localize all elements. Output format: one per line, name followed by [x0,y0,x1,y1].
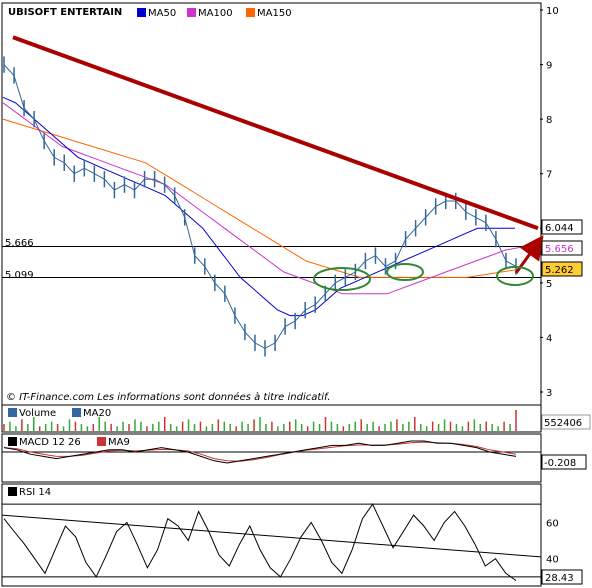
volume-panel: Volume MA20 552406 [1,404,591,433]
value-box-6044 [541,219,583,235]
price-y-tick-label: 4 [546,333,552,344]
legend-ma50-swatch [137,8,146,17]
price-y-tick-label: 7 [546,170,552,181]
price-y-tick-label: 8 [546,115,552,126]
legend-ma150: MA150 [257,8,292,19]
legend-rsi-swatch [8,487,17,496]
rsi-trendline [1,514,542,558]
value-box-6044-text: 6.044 [545,223,574,234]
macd-value-box [541,454,587,470]
macd-line [3,440,517,464]
legend-ma9-swatch [97,437,106,446]
legend-ma9: MA9 [108,437,130,448]
rsi-y-axis: 40 60 [546,518,559,565]
support-circle-2 [386,263,424,281]
price-y-tick-label: 10 [546,6,559,17]
value-box-5262-text: 5.262 [545,265,574,276]
rsi-panel: 40 60 RSI 14 28.43 [1,483,583,587]
support-circle-1 [313,267,371,291]
legend-ubisoft: UBISOFT ENTERTAIN [8,7,122,18]
legend-volume: Volume [19,408,56,419]
rsi-y-tick-label: 40 [546,555,559,566]
legend-ma150-swatch [246,8,255,17]
ma50-line [2,96,515,317]
price-y-tick-label: 5 [546,279,552,290]
value-box-5656-text: 5.656 [545,244,574,255]
rsi-line [3,503,517,581]
macd-lines [3,440,517,464]
price-line [3,64,517,349]
rsi-line-group [3,503,517,581]
volume-value-box [541,414,591,430]
value-box-5262 [541,261,583,277]
legend-volume-swatch [8,408,17,417]
legend-macd: MACD 12 26 [19,437,81,448]
price-legend: UBISOFT ENTERTAIN MA50 MA100 MA150 [8,7,292,19]
legend-ma20-swatch [72,408,81,417]
hline-label-5666: 5.666 [5,238,34,249]
price-trendline [12,35,539,231]
legend-rsi: RSI 14 [19,487,51,498]
legend-ma20: MA20 [83,408,111,419]
legend-macd-swatch [8,437,17,446]
legend-ma100: MA100 [198,8,233,19]
ma100-line [2,102,521,295]
support-circle-3 [496,266,534,286]
price-panel-frame [1,2,542,406]
price-y-tick-label: 3 [546,388,552,399]
price-y-axis: 345678910 [540,6,559,399]
macd-panel-frame [1,433,542,483]
rsi-value-text: 28.43 [545,573,574,584]
credit-text: © IT-Finance.com Les informations sont d… [6,391,331,403]
legend-ma50: MA50 [148,8,176,19]
macd-panel: MACD 12 26 MA9 -0.208 [1,433,587,483]
price-y-tick-label: 9 [546,61,552,72]
ma150-line [2,118,521,278]
macd-value-text: -0.208 [544,458,576,469]
legend-ma100-swatch [187,8,196,17]
price-series-group [2,56,521,357]
rsi-reference-lines [2,503,541,578]
rsi-panel-frame [1,483,542,587]
rsi-value-box [541,569,583,585]
value-box-5656 [541,240,583,256]
volume-value-text: 552406 [544,418,582,429]
value-boxes: 6.044 5.656 5.262 [541,219,583,277]
hline-label-5099: 5.099 [5,270,34,281]
price-panel: 345678910 UBISOFT ENTERTAIN MA50 MA100 M… [1,2,583,406]
volume-bars [3,410,517,431]
rsi-y-tick-label: 60 [546,518,559,529]
